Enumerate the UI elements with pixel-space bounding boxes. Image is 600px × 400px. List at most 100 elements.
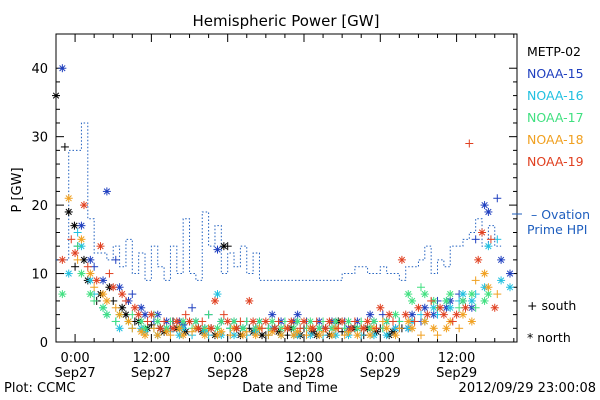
ovation-hpi-line — [56, 122, 502, 281]
data-point — [102, 296, 111, 305]
marker-stroke — [169, 325, 177, 332]
data-point — [458, 290, 467, 299]
x-tick-label-date: Sep27 — [55, 366, 96, 381]
data-point — [232, 324, 241, 333]
marker-stroke — [294, 311, 301, 318]
data-point — [420, 290, 429, 299]
marker-stroke — [97, 243, 104, 250]
data-point — [410, 317, 419, 326]
data-point — [147, 310, 156, 319]
data-point — [395, 324, 404, 333]
data-point — [299, 317, 308, 326]
marker-stroke — [71, 222, 78, 229]
marker-stroke — [163, 328, 170, 335]
marker-stroke — [443, 297, 450, 305]
data-point — [86, 269, 95, 278]
data-point — [219, 310, 228, 319]
data-point — [302, 331, 311, 340]
y-tick-label: 10 — [31, 268, 48, 283]
marker-stroke — [392, 311, 399, 318]
marker-stroke — [491, 304, 498, 311]
marker-stroke — [506, 270, 514, 277]
data-point — [353, 331, 362, 340]
marker-stroke — [103, 311, 111, 318]
marker-stroke — [78, 270, 85, 277]
data-point — [340, 331, 349, 340]
marker-stroke — [459, 290, 467, 298]
data-point — [497, 276, 506, 285]
data-point — [366, 310, 375, 319]
marker-stroke — [447, 290, 454, 298]
data-point — [467, 317, 476, 326]
y-axis-label: P [GW] — [10, 167, 25, 212]
marker-stroke — [269, 311, 276, 318]
marker-stroke — [366, 311, 374, 318]
marker-stroke — [415, 304, 422, 311]
data-point — [334, 324, 343, 333]
data-point — [268, 327, 277, 336]
marker-stroke — [408, 311, 416, 318]
marker-stroke — [80, 201, 88, 209]
data-point — [160, 317, 169, 326]
marker-stroke — [347, 325, 355, 332]
marker-stroke — [211, 297, 219, 305]
marker-stroke — [138, 318, 145, 325]
marker-stroke — [408, 297, 416, 305]
x-tick-label-time: 0:00 — [366, 351, 395, 366]
plot-area: 0102030400:00Sep2712:00Sep270:00Sep2812:… — [31, 33, 518, 381]
data-point — [397, 255, 406, 264]
marker-stroke — [52, 92, 60, 99]
legend-entry-noaa-19: NOAA-19 — [527, 154, 584, 169]
legend-north-marker: * north — [527, 330, 571, 345]
data-point — [484, 242, 493, 251]
data-point — [439, 310, 448, 319]
marker-stroke — [332, 318, 339, 325]
marker-stroke — [288, 318, 295, 325]
data-point — [268, 310, 277, 319]
marker-stroke — [405, 318, 412, 325]
data-point — [121, 296, 130, 305]
data-point — [58, 255, 67, 264]
data-point — [389, 317, 398, 326]
marker-stroke — [468, 290, 476, 298]
marker-stroke — [459, 297, 467, 305]
data-point — [194, 324, 203, 333]
data-point — [64, 269, 73, 278]
data-point — [71, 262, 80, 271]
data-point — [296, 324, 305, 333]
marker-stroke — [383, 325, 390, 332]
marker-stroke — [246, 297, 253, 305]
data-point — [446, 303, 455, 312]
marker-stroke — [180, 332, 187, 339]
data-point — [213, 290, 222, 299]
x-tick-label-date: Sep27 — [131, 366, 172, 381]
marker-stroke — [224, 318, 231, 325]
marker-stroke — [275, 328, 282, 335]
chart-title: Hemispheric Power [GW] — [193, 12, 380, 30]
marker-stroke — [93, 277, 100, 284]
data-point — [102, 310, 111, 319]
marker-stroke — [118, 290, 126, 298]
data-point — [141, 331, 150, 340]
data-point — [58, 290, 67, 299]
data-point — [274, 317, 283, 326]
data-point — [474, 255, 483, 264]
data-point — [414, 303, 423, 312]
data-point — [111, 255, 120, 264]
marker-stroke — [269, 318, 276, 325]
marker-stroke — [366, 332, 374, 339]
data-point — [490, 303, 499, 312]
data-point — [497, 255, 506, 264]
data-point — [277, 331, 286, 340]
data-point — [64, 207, 73, 216]
data-point — [242, 327, 251, 336]
data-point — [480, 269, 489, 278]
data-point — [308, 324, 317, 333]
plot-credit: Plot: CCMC — [4, 381, 75, 396]
data-point — [420, 317, 429, 326]
data-point — [378, 317, 387, 326]
data-point — [270, 324, 279, 333]
data-point — [73, 255, 82, 264]
data-point — [99, 290, 108, 299]
data-point — [493, 290, 502, 299]
